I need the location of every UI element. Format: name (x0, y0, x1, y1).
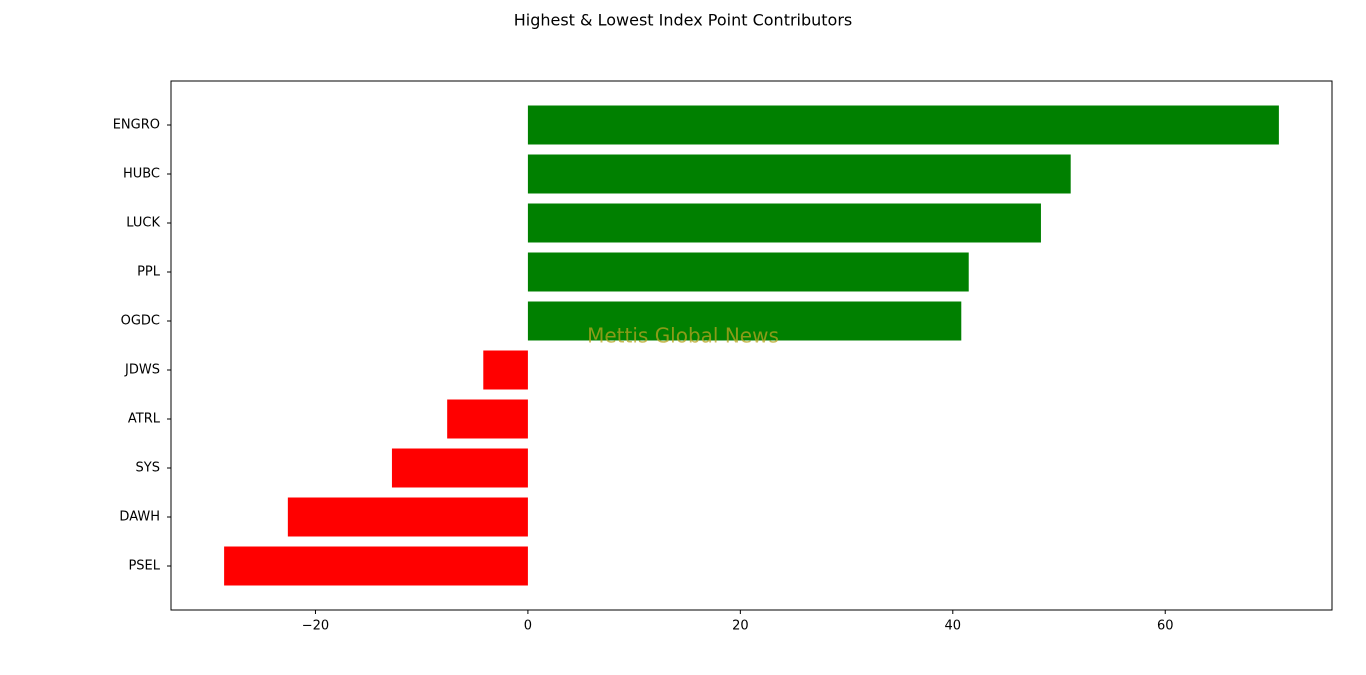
bar (287, 497, 528, 537)
bar (527, 203, 1041, 243)
x-tick-label: 60 (1157, 619, 1174, 634)
bar (527, 301, 962, 341)
x-tick-label: 20 (732, 619, 749, 634)
x-tick-label: 0 (524, 619, 532, 634)
bar (391, 448, 528, 488)
bar (527, 154, 1071, 194)
bar (527, 105, 1279, 145)
y-tick-label: JDWS (124, 363, 160, 378)
y-tick-label: PPL (137, 265, 161, 280)
watermark: Mettis Global News (587, 324, 779, 348)
chart-title: Highest & Lowest Index Point Contributor… (514, 11, 853, 30)
y-tick-label: DAWH (119, 510, 160, 525)
bar (483, 350, 528, 390)
plot-frame (170, 80, 1333, 611)
x-tick-label: −20 (302, 619, 329, 634)
y-tick-label: OGDC (121, 314, 160, 329)
bar (527, 252, 969, 292)
bar (224, 546, 528, 586)
y-tick-label: PSEL (128, 559, 160, 574)
y-tick-label: ENGRO (113, 118, 160, 133)
y-tick-label: HUBC (123, 167, 160, 182)
y-tick-label: LUCK (126, 216, 160, 231)
x-tick-label: 40 (945, 619, 962, 634)
bar (447, 399, 528, 439)
y-tick-label: ATRL (128, 412, 161, 427)
y-tick-label: SYS (136, 461, 160, 476)
